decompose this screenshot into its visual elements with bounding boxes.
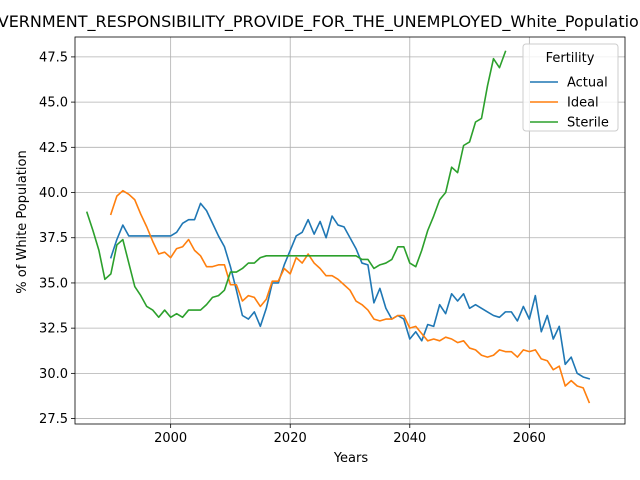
y-tick-label: 32.5 xyxy=(39,322,68,337)
y-tick-label: 37.5 xyxy=(39,231,68,246)
x-tick-label: 2020 xyxy=(274,431,307,446)
y-axis-ticks: 27.5 30.0 32.5 35.0 37.5 40.0 42.5 45.0 47.5 xyxy=(39,50,75,427)
y-tick-label: 47.5 xyxy=(39,50,68,65)
y-tick-label: 30.0 xyxy=(39,367,68,382)
legend-label-actual: Actual xyxy=(567,76,608,91)
y-tick-label: 40.0 xyxy=(39,186,68,201)
legend-box xyxy=(522,43,619,132)
y-axis-label: % of White Population xyxy=(15,150,30,293)
y-tick-label: 42.5 xyxy=(39,141,68,156)
y-tick-label: 27.5 xyxy=(39,412,68,427)
y-tick-label: 45.0 xyxy=(39,96,68,111)
legend-title: Fertility xyxy=(546,51,595,66)
legend: Fertility Actual Ideal Sterile xyxy=(522,43,619,132)
series-line-actual xyxy=(109,202,591,380)
grid-lines xyxy=(75,37,625,424)
legend-label-ideal: Ideal xyxy=(567,96,599,111)
x-tick-label: 2000 xyxy=(154,431,187,446)
plot-frame xyxy=(74,36,626,425)
x-tick-label: 2040 xyxy=(393,431,426,446)
series-lines xyxy=(85,50,591,404)
x-axis-ticks: 2000 2020 2040 2060 xyxy=(154,424,546,446)
series-line-sterile xyxy=(85,50,507,319)
x-tick-label: 2060 xyxy=(513,431,546,446)
x-axis-label: Years xyxy=(333,451,369,466)
y-tick-label: 35.0 xyxy=(39,276,68,291)
series-line-ideal xyxy=(109,189,591,404)
chart-title: GOVERNMENT_RESPONSIBILITY_PROVIDE_FOR_TH… xyxy=(0,12,640,32)
legend-label-sterile: Sterile xyxy=(567,116,609,131)
legend-items: Actual Ideal Sterile xyxy=(530,76,609,131)
